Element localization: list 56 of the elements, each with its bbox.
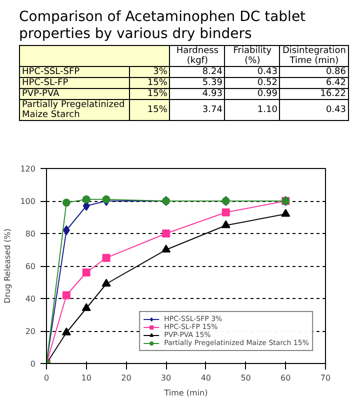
text: HPC-SL-FP [20,78,130,88]
text: 15% [130,78,170,88]
point [62,225,70,236]
text: 0.99 [224,88,280,100]
y-tick-label: 100 [20,197,36,206]
text: 15% [130,100,170,120]
text: PVP-PVA [20,88,130,100]
y-axis-title: Drug Released (%) [3,228,12,304]
point [82,195,90,204]
point [221,220,230,228]
y-tick-label: 60 [25,262,36,271]
x-tick-label: 30 [160,374,172,382]
point [102,278,111,287]
point [102,254,110,262]
point [82,268,90,276]
y-tick-label: 120 [20,164,36,174]
text: Friability (%) [224,46,280,66]
text: 0.43 [280,100,348,120]
y-tick-label: 80 [25,230,36,238]
text: 0.43 [224,66,280,78]
text: Comparison of Acetaminophen DC tablet properties by various dry binders [19,9,307,43]
x-axis-title: Time (min) [163,388,208,398]
x-tick-label: 70 [320,374,331,382]
y-tick-label: 0 [30,360,36,368]
x-tick-label: 50 [240,374,251,382]
text: 8.24 [170,66,225,78]
text: HPC-SSL-SFP [20,66,130,78]
point [62,198,70,207]
text: 6.42 [280,78,348,88]
x-tick-label: 0 [44,374,50,382]
text: 3.74 [170,100,225,120]
point [162,230,170,238]
text: 3% [130,66,170,78]
text: 15% [130,88,170,100]
x-tick-label: 20 [121,374,132,382]
x-tick-label: 40 [200,374,212,382]
text: Hardness (kgf) [170,46,225,66]
point [102,195,110,204]
y-tick-label: 40 [25,294,36,304]
text: 0.86 [280,66,348,78]
point [62,291,70,300]
point [82,303,91,312]
text: Partially Pregelatinized Maize Starch [20,100,130,120]
point [162,244,171,253]
text: Disintegration Time (min) [280,46,348,66]
text: 5.39 [170,78,225,88]
text: 4.93 [170,88,225,100]
text: 1.10 [224,100,280,120]
point [62,328,71,336]
x-tick-label: 10 [81,374,92,382]
point [281,208,290,217]
text: 0.52 [224,78,280,88]
y-tick-label: 20 [25,327,36,336]
x-tick-label: 60 [280,374,291,382]
text: 16.22 [280,88,348,100]
point [222,208,230,216]
